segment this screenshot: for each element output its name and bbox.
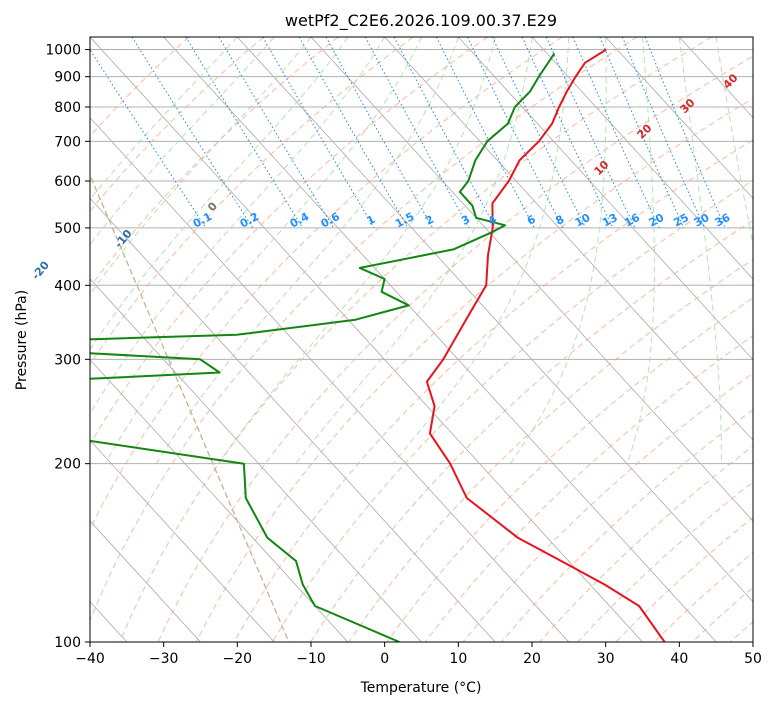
x-tick-label-7: 30 bbox=[597, 651, 615, 667]
isotherm-line-18 bbox=[605, 37, 753, 199]
dry-adiabat-10 bbox=[233, 139, 753, 642]
moist-adiabat-7 bbox=[217, 37, 496, 464]
temperature-profile-line bbox=[425, 48, 666, 642]
reference-curve bbox=[90, 173, 290, 642]
dry-adiabat-6 bbox=[90, 37, 638, 622]
mixing-ratio-line-16 bbox=[621, 37, 705, 229]
y-tick-label-1: 200 bbox=[54, 457, 81, 473]
isotherm-line-13 bbox=[237, 37, 753, 603]
mixing-ratio-label-15: 25 bbox=[671, 211, 691, 230]
mixing-ratio-line-11 bbox=[491, 37, 587, 229]
background-lines bbox=[90, 37, 775, 642]
x-tick-label-1: −30 bbox=[149, 651, 179, 667]
moist-adiabat-10 bbox=[509, 37, 607, 464]
dry-adiabat-0 bbox=[90, 37, 190, 137]
mixing-ratio-line-14 bbox=[572, 37, 660, 229]
x-tick-label-2: −20 bbox=[223, 651, 253, 667]
y-tick-label-6: 700 bbox=[54, 134, 81, 150]
moist-adiabat-11 bbox=[626, 37, 655, 464]
mixing-ratio-line-1 bbox=[131, 37, 254, 229]
mixing-ratio-label-13: 16 bbox=[622, 211, 642, 230]
moist-adiabat-5 bbox=[104, 37, 422, 464]
y-tick-label-2: 300 bbox=[54, 352, 81, 368]
moist-adiabat-4 bbox=[90, 37, 386, 415]
isotherm-line-16 bbox=[458, 37, 753, 361]
mixing-ratio-line-7 bbox=[364, 37, 470, 229]
moist-adiabat-12 bbox=[678, 37, 722, 464]
y-tick-label-4: 500 bbox=[54, 221, 81, 237]
dry-adiabat-label-8: -20 bbox=[29, 258, 52, 282]
mixing-ratio-label-11: 10 bbox=[573, 211, 593, 230]
mixing-ratio-line-6 bbox=[325, 37, 434, 229]
dry-adiabat-4 bbox=[90, 37, 488, 446]
mixing-ratio-label-16: 30 bbox=[692, 211, 712, 230]
isotherm-line-10 bbox=[90, 117, 570, 642]
dry-adiabat-11 bbox=[272, 179, 753, 642]
moist-adiabat-0 bbox=[90, 37, 238, 200]
x-tick-label-9: 50 bbox=[744, 651, 762, 667]
y-tick-label-3: 400 bbox=[54, 278, 81, 294]
dry-adiabat-24 bbox=[769, 37, 775, 642]
axes: −40 −30 −20 −10 0 10 20 30 40 50 100 200 300 400 500 60… bbox=[45, 43, 762, 667]
mixing-ratio-line-17 bbox=[644, 37, 726, 229]
isotherm-line-17 bbox=[531, 37, 753, 280]
mixing-ratio-line-8 bbox=[393, 37, 496, 229]
y-tick-label-8: 900 bbox=[54, 70, 81, 86]
data-lines bbox=[90, 48, 666, 642]
y-axis-label: Pressure (hPa) bbox=[14, 290, 30, 390]
mixing-ratio-line-0 bbox=[90, 48, 207, 229]
y-tick-label-7: 800 bbox=[54, 100, 81, 116]
dry-adiabat-13 bbox=[348, 258, 753, 642]
isotherm-line-20 bbox=[752, 37, 753, 38]
mixing-ratio-line-2 bbox=[185, 37, 304, 229]
dry-adiabat-7 bbox=[119, 37, 712, 642]
dry-adiabat-14 bbox=[386, 297, 753, 642]
mixing-ratio-label-12: 13 bbox=[600, 211, 620, 230]
x-tick-label-0: −40 bbox=[75, 651, 105, 667]
y-tick-label-0: 100 bbox=[54, 635, 81, 651]
moist-adiabat-13 bbox=[715, 37, 753, 248]
moist-adiabat-9 bbox=[392, 37, 570, 465]
isotherm-line-9 bbox=[90, 197, 496, 642]
isotherm-line-5 bbox=[90, 520, 201, 642]
moist-adiabat-6 bbox=[155, 37, 459, 464]
moist-adiabat-1 bbox=[90, 37, 275, 246]
isotherm-line-6 bbox=[90, 439, 275, 642]
moist-adiabat-3 bbox=[90, 37, 349, 351]
dry-adiabat-5 bbox=[90, 37, 563, 530]
x-axis-label: Temperature (°C) bbox=[360, 680, 482, 696]
x-tick-label-8: 40 bbox=[670, 651, 688, 667]
dry-adiabat-9 bbox=[195, 97, 753, 642]
dewpoint-profile-line bbox=[90, 52, 556, 642]
x-tick-label-6: 20 bbox=[523, 651, 541, 667]
dry-adiabat-12 bbox=[310, 219, 753, 642]
dry-adiabat-8 bbox=[157, 55, 753, 642]
mixing-ratio-label-17: 36 bbox=[713, 211, 733, 230]
mixing-ratio-line-10 bbox=[467, 37, 564, 229]
isotherm-line-12 bbox=[163, 37, 717, 642]
x-tick-label-4: 0 bbox=[380, 651, 389, 667]
isotherm-line-8 bbox=[90, 278, 422, 642]
dry-adiabat-1 bbox=[90, 37, 264, 213]
mixing-ratio-line-15 bbox=[599, 37, 685, 229]
mixing-ratio-label-14: 20 bbox=[647, 211, 667, 230]
plot-background bbox=[90, 37, 753, 642]
isotherm-line-11 bbox=[90, 37, 643, 642]
y-tick-label-9: 1000 bbox=[45, 43, 81, 59]
x-tick-label-5: 10 bbox=[449, 651, 467, 667]
chart-title: wetPf2_C2E6.2026.109.00.37.E29 bbox=[285, 11, 557, 31]
plot-frame bbox=[89, 36, 754, 643]
isotherm-line-7 bbox=[90, 359, 349, 642]
y-tick-label-5: 600 bbox=[54, 174, 81, 190]
x-tick-label-3: −10 bbox=[296, 651, 326, 667]
isotherm-line-15 bbox=[384, 37, 753, 441]
